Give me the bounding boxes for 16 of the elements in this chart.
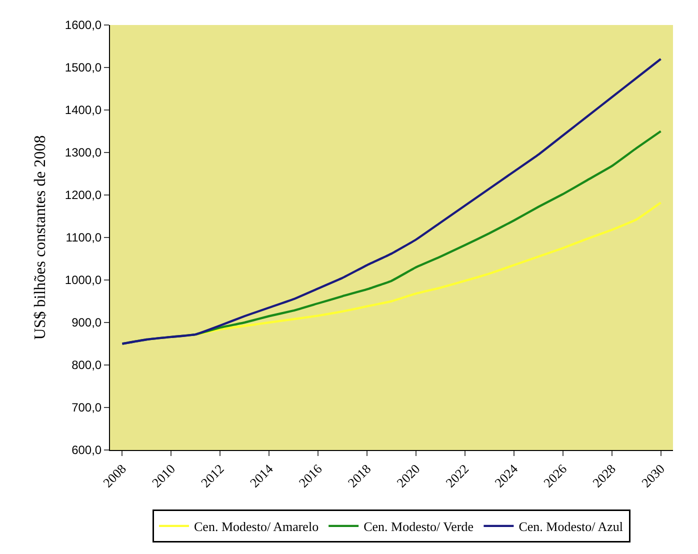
y-tick-label: 700,0 bbox=[72, 400, 102, 415]
y-tick-label: 1400,0 bbox=[64, 103, 102, 118]
y-tick-label: 1300,0 bbox=[64, 146, 102, 160]
legend-label: Cen. Modesto/ Verde bbox=[364, 519, 474, 534]
y-axis-title: US$ bilhões constantes de 2008 bbox=[32, 135, 49, 340]
legend-label: Cen. Modesto/ Amarelo bbox=[194, 519, 319, 534]
y-tick-label: 1000,0 bbox=[64, 273, 102, 288]
line-series bbox=[121, 58, 662, 345]
y-tick-label: 600,0 bbox=[72, 443, 102, 458]
y-tick-label: 800,0 bbox=[72, 358, 102, 372]
y-tick-label: 1100,0 bbox=[66, 230, 102, 245]
y-tick-label: 1600,0 bbox=[64, 18, 102, 32]
y-tick-label: 900,0 bbox=[72, 316, 102, 330]
legend-label: Cen. Modesto/ Azul bbox=[518, 519, 624, 534]
y-tick-label: 1500,0 bbox=[64, 60, 102, 75]
y-tick-label: 1200,0 bbox=[64, 188, 102, 202]
